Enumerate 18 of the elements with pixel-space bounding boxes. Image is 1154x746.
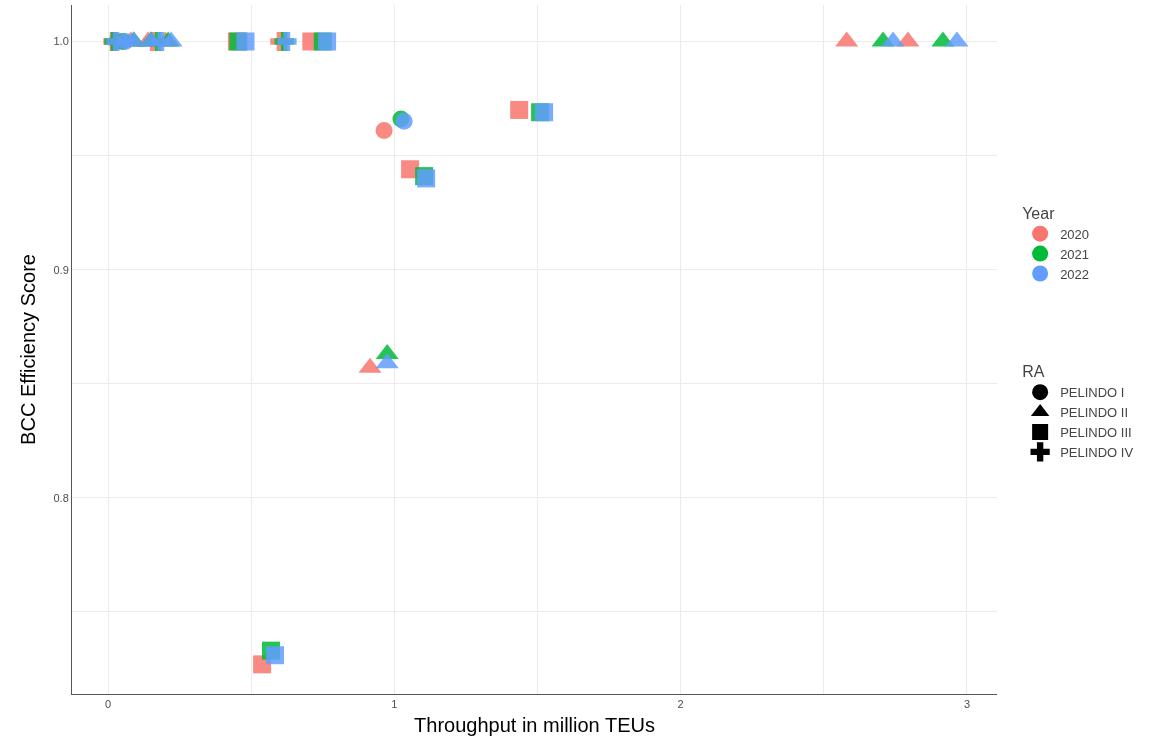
x-tick-label: 1 (391, 698, 398, 711)
y-tick-label: 0.9 (53, 263, 69, 276)
x-axis-title: Throughput in million TEUs (414, 713, 655, 736)
x-tick-label: 0 (105, 698, 112, 711)
legend-label: PELINDO I (1060, 385, 1125, 401)
legend-label: PELINDO II (1060, 405, 1129, 421)
x-tick-label: 2 (677, 698, 684, 711)
y-axis-title: BCC Efficiency Score (17, 254, 39, 445)
legend-label: PELINDO IV (1060, 444, 1134, 460)
y-tick-label: 1.0 (53, 35, 69, 48)
x-tick-label: 3 (963, 698, 970, 711)
legend-label: 2020 (1060, 226, 1090, 242)
text: RA (1022, 363, 1045, 381)
legend-label: 2022 (1060, 266, 1090, 282)
legend-label: 2021 (1060, 246, 1090, 262)
legend-label: PELINDO III (1060, 425, 1132, 441)
y-tick-label: 0.8 (53, 491, 69, 504)
legend-title: Year (1022, 204, 1056, 222)
